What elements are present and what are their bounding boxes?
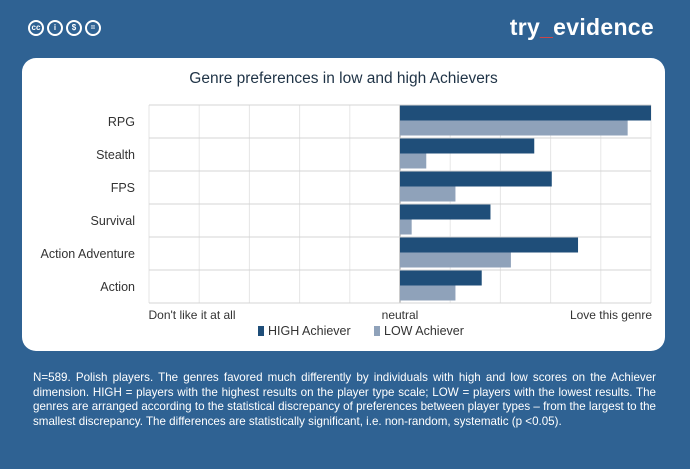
legend-swatch — [374, 326, 380, 336]
legend-swatch — [258, 326, 264, 336]
x-tick-label: neutral — [382, 308, 419, 322]
bar-low — [400, 120, 628, 136]
cc-icon: cc — [28, 20, 44, 36]
brand-separator: _ — [540, 14, 554, 40]
bar-high — [400, 204, 491, 220]
by-icon: i — [47, 20, 63, 36]
bar-high — [400, 237, 579, 253]
chart: Genre preferences in low and high Achiev… — [40, 70, 652, 338]
x-tick-label: Love this genre — [570, 308, 652, 322]
bar-low — [400, 153, 427, 169]
brand-logo: try_evidence — [510, 14, 654, 41]
nc-icon: $ — [66, 20, 82, 36]
footnote: N=589. Polish players. The genres favore… — [33, 371, 656, 428]
bar-low — [400, 186, 456, 202]
category-label: Survival — [91, 214, 135, 228]
category-label: FPS — [111, 181, 135, 195]
brand-suffix: evidence — [553, 14, 654, 40]
brand-prefix: try — [509, 14, 541, 40]
category-label: RPG — [108, 115, 135, 129]
bar-high — [400, 171, 552, 187]
bar-low — [400, 285, 456, 301]
legend-label: HIGH Achiever — [268, 324, 351, 338]
bar-high — [400, 138, 535, 154]
nd-icon: = — [85, 20, 101, 36]
category-label: Action Adventure — [40, 247, 135, 261]
bar-low — [400, 219, 412, 235]
category-label: Stealth — [96, 148, 135, 162]
x-tick-label: Don't like it at all — [149, 308, 236, 322]
license-badges: cc i $ = — [28, 20, 101, 36]
chart-title: Genre preferences in low and high Achiev… — [189, 70, 498, 87]
bar-high — [400, 105, 651, 121]
category-label: Action — [100, 280, 135, 294]
bar-high — [400, 270, 482, 286]
bar-low — [400, 252, 511, 268]
legend-label: LOW Achiever — [384, 324, 464, 338]
chart-card: Genre preferences in low and high Achiev… — [22, 58, 665, 351]
